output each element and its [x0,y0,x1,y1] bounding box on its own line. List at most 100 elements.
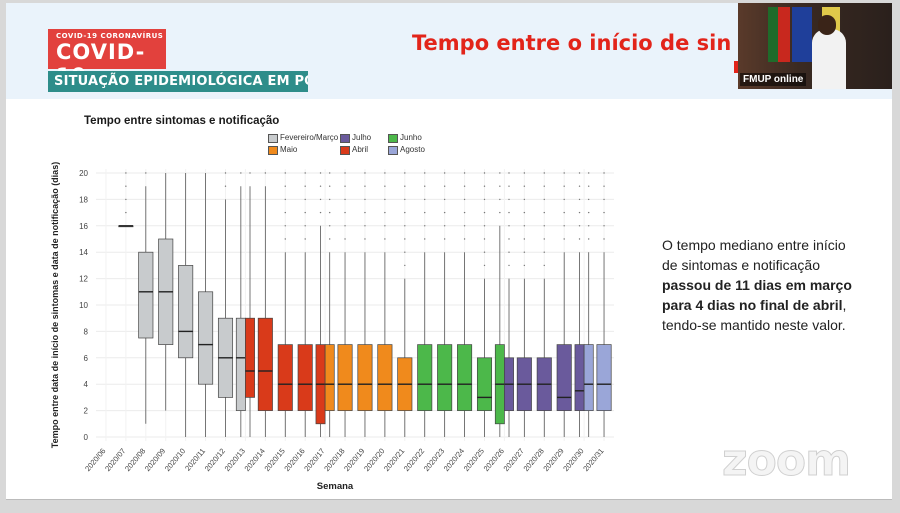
box-rect [277,344,293,411]
outlier-point [443,211,446,214]
outlier-point [508,225,510,227]
outlier-point [483,185,486,187]
slide-title: Tempo entre o início de sin [412,31,732,55]
outlier-point [364,198,366,201]
legend-swatch [388,134,398,143]
outlier-point [463,198,466,201]
summary-bold: passou de 11 dias em março para 4 dias n… [662,277,852,313]
outlier-point [483,251,486,253]
y-tick-label: 2 [84,407,89,416]
outlier-point [563,198,565,201]
outlier-point [364,172,366,174]
outlier-point [344,198,346,201]
box-rect [357,344,373,411]
outlier-point [523,225,526,227]
y-tick-label: 16 [79,222,88,231]
outlier-point [284,225,286,227]
outlier-point [587,172,590,174]
outlier-point [483,172,486,174]
outlier-point [578,225,581,227]
outlier-point [304,185,306,187]
outlier-point [384,198,386,201]
outlier-point [125,211,127,214]
outlier-point [404,172,406,174]
outlier-point [404,211,406,214]
outlier-point [563,172,565,174]
outlier-point [344,172,346,174]
flag-eu [792,7,812,62]
y-tick-label: 8 [84,327,89,336]
flag-portugal [768,7,790,62]
outlier-point [319,211,322,214]
chart-legend: Fevereiro/Março Abril Maio Junho Julho Agosto [268,133,458,163]
x-axis-title: Semana [317,481,354,492]
outlier-point [328,211,331,214]
outlier-point [523,238,526,240]
outlier-point [443,172,446,174]
outlier-point [523,198,526,201]
box-rect [457,344,473,411]
outlier-point [224,185,227,187]
outlier-point [125,185,127,187]
outlier-point [543,264,545,267]
y-tick-label: 14 [79,248,88,257]
outlier-point [364,238,366,240]
outlier-point [578,185,581,187]
outlier-point [264,172,267,174]
box-rect [437,344,453,411]
outlier-point [587,198,590,201]
outlier-point [523,211,526,214]
outlier-point [328,238,331,240]
box-rect [476,357,493,411]
outlier-point [424,198,426,201]
outlier-point [483,238,486,240]
outlier-point [508,264,510,267]
outlier-point [304,172,306,174]
outlier-point [384,238,386,240]
outlier-point [344,238,346,240]
outlier-point [284,238,286,240]
outlier-point [328,172,331,174]
outlier-point [284,198,286,201]
legend-label: Abril [352,145,369,154]
box-rect [596,344,612,411]
outlier-point [563,238,565,240]
outlier-point [304,238,306,240]
box-rect [583,344,594,411]
outlier-point [384,185,386,187]
outlier-point [463,185,466,187]
box-rect [138,251,154,339]
legend-swatch [268,134,278,143]
outlier-point [284,211,286,214]
legend-label: Junho [400,133,422,142]
outlier-point [424,211,426,214]
y-tick-label: 12 [79,275,88,284]
outlier-point [587,225,590,227]
outlier-point [125,198,127,201]
outlier-point [304,225,306,227]
outlier-point [499,211,501,214]
outlier-point [563,211,565,214]
outlier-point [543,185,545,187]
outlier-point [404,185,406,187]
box-rect [198,291,214,385]
outlier-point [603,238,605,240]
legend-swatch [388,146,398,155]
outlier-point [319,185,322,187]
outlier-point [240,172,242,174]
outlier-point [603,185,605,187]
outlier-point [463,211,466,214]
outlier-point [224,172,227,174]
outlier-point [284,172,286,174]
y-axis-title: Tempo entre data de início de sintomas e… [50,162,60,448]
video-thumbnail[interactable]: FMUP online [738,3,892,89]
outlier-point [304,198,306,201]
outlier-point [344,185,346,187]
outlier-point [563,185,565,187]
legend-label: Agosto [400,145,425,154]
zoom-watermark: zoom [722,435,852,487]
outlier-point [404,264,406,267]
outlier-point [587,185,590,187]
legend-swatch [340,146,350,155]
outlier-point [424,238,426,240]
